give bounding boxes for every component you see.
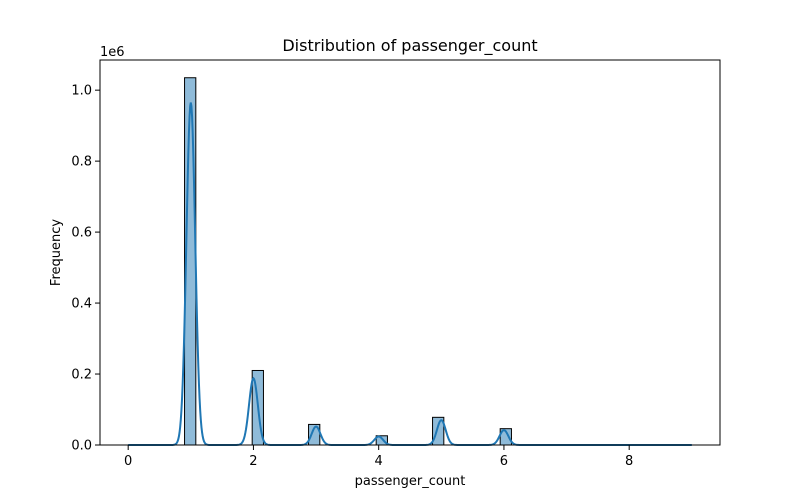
x-tick-label: 8 xyxy=(625,454,633,469)
x-axis-ticks: 0 2 4 6 8 xyxy=(124,445,633,469)
chart-title: Distribution of passenger_count xyxy=(282,36,537,56)
y-axis-offset-label: 1e6 xyxy=(100,45,125,60)
histogram-bars xyxy=(184,77,512,446)
y-axis-label: Frequency xyxy=(49,219,64,286)
x-tick-label: 2 xyxy=(249,454,257,469)
y-tick-label: 0.8 xyxy=(71,155,92,170)
y-tick-label: 1.0 xyxy=(71,84,92,99)
y-tick-label: 0.6 xyxy=(71,226,92,241)
x-tick-label: 4 xyxy=(375,454,383,469)
axes-frame xyxy=(99,59,721,446)
x-tick-label: 0 xyxy=(124,454,132,469)
y-tick-label: 0.2 xyxy=(71,368,92,383)
x-tick-label: 6 xyxy=(500,454,508,469)
y-axis-ticks: 0.0 0.2 0.4 0.6 0.8 1.0 xyxy=(71,84,100,454)
kde-curve xyxy=(128,102,692,446)
x-axis-label: passenger_count xyxy=(355,474,466,489)
y-tick-label: 0.4 xyxy=(71,297,92,312)
y-tick-label: 0.0 xyxy=(71,439,92,454)
